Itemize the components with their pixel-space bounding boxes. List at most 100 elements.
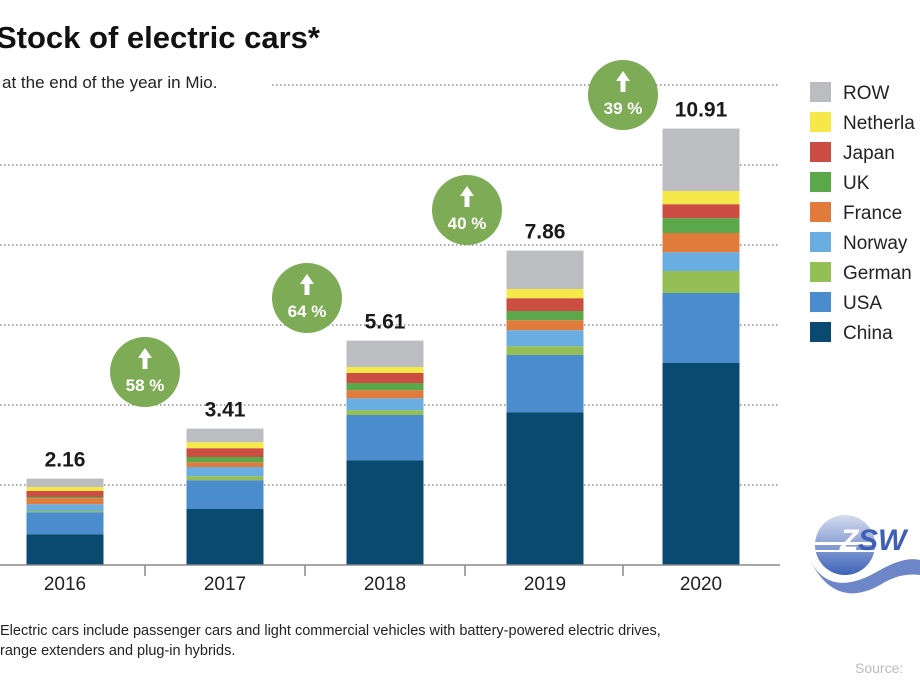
bar-segment-row-2017 bbox=[186, 428, 264, 443]
legend-swatch bbox=[810, 112, 831, 132]
legend-label: UK bbox=[843, 173, 870, 194]
bar-segment-germany-2017 bbox=[186, 476, 264, 481]
bar-segment-china-2020 bbox=[662, 363, 740, 565]
legend-swatch bbox=[810, 82, 831, 102]
legend-swatch bbox=[810, 262, 831, 282]
bar-segment-france-2020 bbox=[662, 233, 740, 253]
legend-label: Norway bbox=[843, 233, 908, 254]
legend-item-uk: UK bbox=[810, 172, 870, 194]
bar-segment-row-2020 bbox=[662, 128, 740, 191]
bar-segment-norway-2017 bbox=[186, 467, 264, 477]
legend-item-norway: Norway bbox=[810, 232, 908, 254]
zsw-logo: SW Z bbox=[810, 515, 920, 594]
bar-segment-row-2018 bbox=[346, 340, 424, 367]
svg-text:Z: Z bbox=[839, 524, 860, 557]
total-label-2020: 10.91 bbox=[675, 99, 728, 122]
growth-badge-circle bbox=[110, 337, 180, 407]
bar-segment-uk-2016 bbox=[26, 497, 104, 499]
bar-segment-usa-2018 bbox=[346, 415, 424, 461]
bar-segment-japan-2019 bbox=[506, 298, 584, 311]
bar-segment-row-2016 bbox=[26, 478, 104, 487]
arrow-up-icon bbox=[138, 348, 152, 369]
footnote-line-2: range extenders and plug-in hybrids. bbox=[0, 643, 235, 659]
total-label-2016: 2.16 bbox=[45, 449, 86, 472]
bar-segment-usa-2017 bbox=[186, 480, 264, 509]
growth-badge-circle bbox=[432, 175, 502, 245]
legend-item-row: ROW bbox=[810, 82, 890, 104]
footnote-line-1: Electric cars include passenger cars and… bbox=[0, 623, 661, 639]
growth-badge: 64 % bbox=[272, 263, 342, 333]
legend-item-germany: German bbox=[810, 262, 912, 284]
bar-segment-netherlands-2018 bbox=[346, 367, 424, 373]
bar-segment-china-2018 bbox=[346, 460, 424, 565]
bar-segment-usa-2020 bbox=[662, 293, 740, 363]
chart-subtitle: at the end of the year in Mio. bbox=[2, 73, 217, 92]
growth-badge-circle bbox=[588, 60, 658, 130]
bar-segment-france-2019 bbox=[506, 320, 584, 331]
bar-segment-china-2017 bbox=[186, 509, 264, 565]
legend-label: USA bbox=[843, 293, 882, 314]
growth-percent-label: 64 % bbox=[288, 302, 327, 321]
growth-percent-label: 39 % bbox=[604, 99, 643, 118]
growth-badge: 40 % bbox=[432, 175, 502, 245]
legend-label: Netherla bbox=[843, 113, 915, 134]
bar-segment-germany-2016 bbox=[26, 511, 104, 513]
x-tick-label: 2016 bbox=[44, 574, 86, 595]
bar-segment-netherlands-2017 bbox=[186, 442, 264, 449]
legend-swatch bbox=[810, 232, 831, 252]
bar-segment-japan-2016 bbox=[26, 491, 104, 497]
bar-segment-germany-2018 bbox=[346, 410, 424, 415]
bar-segment-japan-2017 bbox=[186, 448, 264, 457]
legend-item-usa: USA bbox=[810, 292, 882, 314]
bar-segment-norway-2016 bbox=[26, 504, 104, 511]
growth-badge: 58 % bbox=[110, 337, 180, 407]
legend-label: France bbox=[843, 203, 902, 224]
bar-segment-uk-2017 bbox=[186, 457, 264, 463]
chart-title: Stock of electric cars* bbox=[0, 20, 321, 55]
bar-segment-china-2019 bbox=[506, 412, 584, 565]
bar-segment-netherlands-2020 bbox=[662, 191, 740, 205]
arrow-up-icon bbox=[460, 186, 474, 207]
arrow-up-icon bbox=[300, 274, 314, 295]
growth-percent-label: 58 % bbox=[126, 376, 165, 395]
growth-badge-circle bbox=[272, 263, 342, 333]
legend-label: Japan bbox=[843, 143, 895, 164]
legend-swatch bbox=[810, 202, 831, 222]
bar-segment-japan-2020 bbox=[662, 204, 740, 219]
legend-label: German bbox=[843, 263, 912, 284]
bar-segment-usa-2019 bbox=[506, 355, 584, 413]
arrow-up-icon bbox=[616, 71, 630, 92]
legend-item-france: France bbox=[810, 202, 902, 224]
legend-swatch bbox=[810, 322, 831, 342]
svg-text:SW: SW bbox=[858, 524, 909, 557]
legend-swatch bbox=[810, 292, 831, 312]
bar-segment-usa-2016 bbox=[26, 512, 104, 535]
legend-item-china: China bbox=[810, 322, 893, 344]
legend-item-netherlands: Netherla bbox=[810, 112, 915, 134]
bar-segment-row-2019 bbox=[506, 250, 584, 289]
bar-segment-france-2018 bbox=[346, 390, 424, 399]
growth-badge: 39 % bbox=[588, 60, 658, 130]
bar-segment-netherlands-2019 bbox=[506, 289, 584, 299]
bar-segment-japan-2018 bbox=[346, 373, 424, 383]
total-label-2019: 7.86 bbox=[525, 221, 566, 244]
total-label-2018: 5.61 bbox=[365, 311, 406, 334]
legend-label: China bbox=[843, 323, 893, 344]
bar-segment-china-2016 bbox=[26, 534, 104, 565]
x-tick-label: 2017 bbox=[204, 574, 246, 595]
x-tick-label: 2020 bbox=[680, 574, 722, 595]
x-tick-label: 2018 bbox=[364, 574, 406, 595]
growth-percent-label: 40 % bbox=[448, 214, 487, 233]
bar-segment-france-2016 bbox=[26, 498, 104, 505]
bar-segment-uk-2018 bbox=[346, 383, 424, 391]
bar-segment-uk-2019 bbox=[506, 311, 584, 321]
total-label-2017: 3.41 bbox=[205, 399, 246, 422]
legend-item-japan: Japan bbox=[810, 142, 895, 164]
bar-segment-norway-2018 bbox=[346, 398, 424, 411]
legend-swatch bbox=[810, 172, 831, 192]
legend-label: ROW bbox=[843, 83, 890, 104]
bar-segment-france-2017 bbox=[186, 462, 264, 467]
bar-segment-uk-2020 bbox=[662, 218, 740, 233]
bar-segment-norway-2019 bbox=[506, 330, 584, 347]
